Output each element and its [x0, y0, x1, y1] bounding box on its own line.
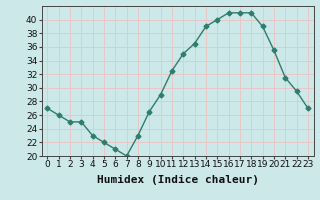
X-axis label: Humidex (Indice chaleur): Humidex (Indice chaleur) [97, 175, 259, 185]
